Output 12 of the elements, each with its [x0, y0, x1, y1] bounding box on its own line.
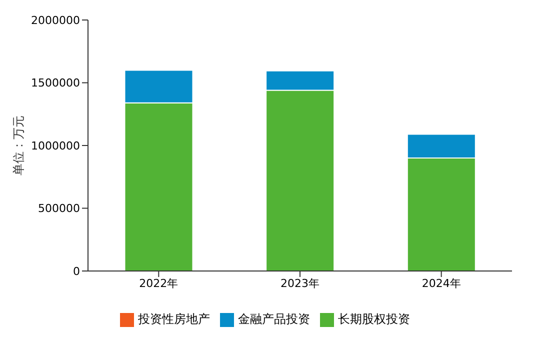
legend-label: 金融产品投资	[238, 312, 310, 326]
x-tick-label: 2024年	[422, 276, 461, 290]
y-tick-label: 1000000	[31, 139, 80, 152]
y-axis-title: 单位：万元	[11, 116, 26, 176]
x-tick-label: 2022年	[139, 276, 178, 290]
y-tick-label: 1500000	[31, 76, 80, 90]
y-tick-label: 500000	[38, 202, 80, 216]
y-tick-label: 0	[73, 264, 80, 278]
legend-label: 投资性房地产	[138, 312, 210, 326]
x-tick-label: 2023年	[280, 276, 320, 290]
y-tick-label: 2000000	[31, 14, 80, 27]
legend-label: 长期股权投资	[338, 312, 410, 326]
